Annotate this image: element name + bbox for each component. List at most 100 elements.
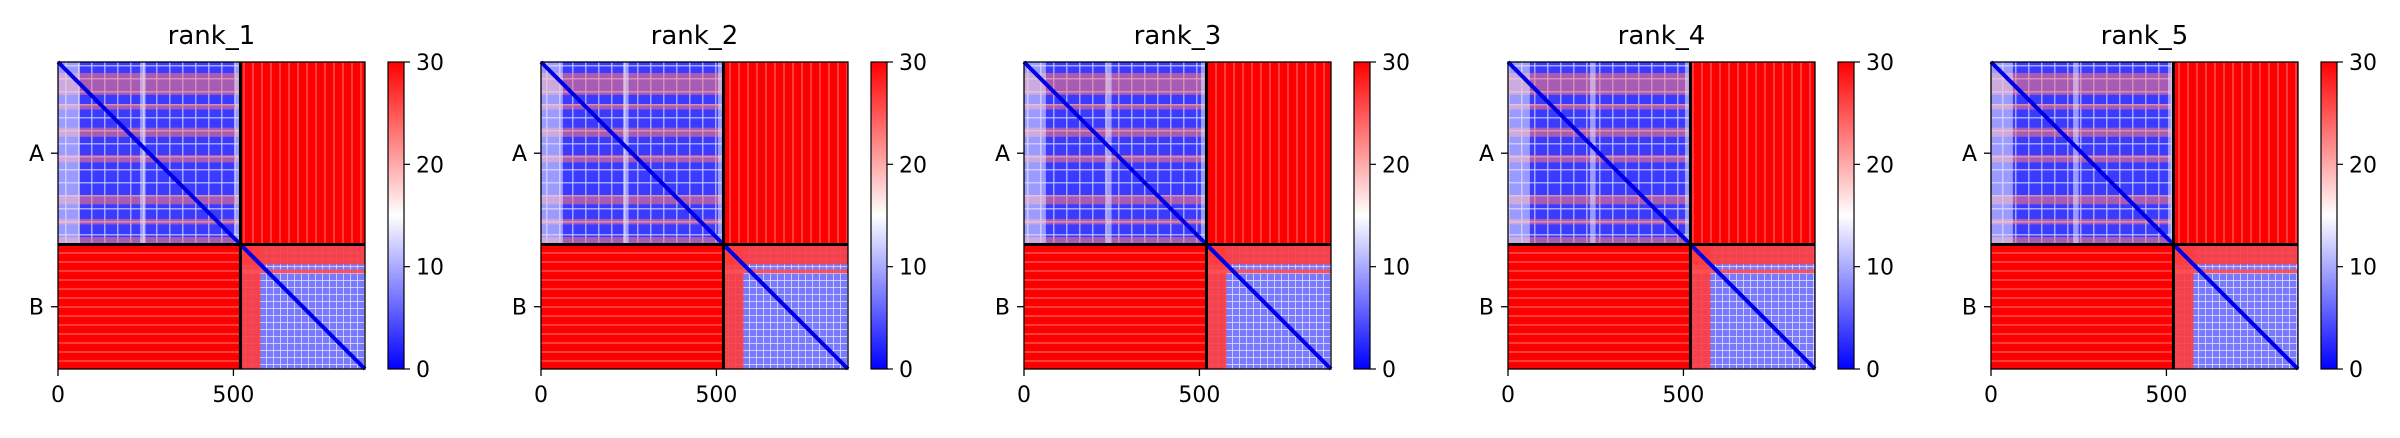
chain-A-stripe	[541, 155, 724, 163]
chain-A-column	[1106, 62, 1112, 245]
block-B-A	[1024, 244, 1207, 369]
chain-A-diagonal	[1989, 60, 2175, 246]
axes-frame	[57, 61, 366, 370]
chain-A-column	[140, 62, 146, 245]
chain-A-column	[717, 62, 724, 245]
panel-title: rank_5	[2101, 21, 2189, 51]
colorbar-tick-label: 20	[416, 153, 444, 178]
x-tick-label: 500	[1178, 383, 1220, 408]
block-B-A	[541, 244, 724, 369]
chain-A-stripe	[1024, 103, 1207, 110]
chain-B-stripe	[1690, 269, 1815, 274]
chain-A-column	[1508, 62, 1530, 245]
y-tick-label: A	[1479, 142, 1494, 167]
colorbar-tick-label: 0	[416, 358, 430, 383]
chain-B-left-stripe	[1206, 244, 1227, 369]
y-tick-label: B	[1479, 296, 1494, 321]
chain-A-stripe	[1024, 218, 1207, 225]
chain-B-diagonal	[239, 243, 367, 371]
chain-A-stripe	[1024, 127, 1207, 137]
chain-B-top-stripe	[240, 244, 365, 265]
colorbar-frame	[1353, 61, 1371, 370]
colorbar-frame	[387, 61, 405, 370]
colorbar-tick-label: 0	[899, 358, 913, 383]
chain-A-column	[1991, 62, 2013, 245]
chain-A-stripe	[1508, 237, 1691, 245]
chain-A-column	[1590, 62, 1596, 245]
y-tick-label: A	[512, 142, 527, 167]
block-A-B	[240, 62, 365, 245]
chain-A-diagonal	[539, 60, 725, 246]
x-tick-label: 0	[1501, 383, 1515, 408]
chain-A-column	[541, 62, 563, 245]
colorbar-tick-label: 10	[416, 256, 444, 281]
chain-B-left-stripe	[240, 244, 261, 369]
chain-B-diagonal	[1205, 243, 1333, 371]
chain-A-stripe	[1991, 103, 2174, 110]
chain-A-diagonal	[1506, 60, 1692, 246]
colorbar-tick-label: 30	[2349, 51, 2377, 76]
y-tick-label: A	[1962, 142, 1977, 167]
chain-A-column	[1684, 62, 1691, 245]
chain-A-stripe	[58, 127, 241, 137]
colorbar-tick-label: 30	[416, 51, 444, 76]
y-tick-label: A	[29, 142, 44, 167]
chain-A-column	[234, 62, 241, 245]
colorbar-tick-label: 10	[1382, 256, 1410, 281]
x-tick-label: 0	[1984, 383, 1998, 408]
chain-B-diagonal	[1689, 243, 1817, 371]
panel-title: rank_1	[168, 21, 256, 51]
chain-A-diagonal	[56, 60, 242, 246]
chain-B-diagonal	[2172, 243, 2300, 371]
chain-B-stripe	[1206, 269, 1331, 274]
chain-B-top-stripe	[723, 244, 848, 265]
chain-B-stripe	[240, 269, 365, 274]
heatmap-panel-4: rank_4 A B 0 500 0 10 20 30	[1479, 21, 1894, 408]
x-tick-label: 500	[212, 383, 254, 408]
colorbar	[871, 62, 887, 369]
chain-A-stripe	[541, 218, 724, 225]
heatmap-panel-3: rank_3 A B 0 500 0 10 20 30	[995, 21, 1410, 408]
x-tick-label: 500	[695, 383, 737, 408]
chain-A-diagonal	[1022, 60, 1208, 246]
x-tick-label: 500	[2145, 383, 2187, 408]
chain-A-stripe	[1024, 72, 1207, 95]
block-A-B	[1206, 62, 1331, 245]
axes-frame	[540, 61, 849, 370]
colorbar-tick-label: 30	[1382, 51, 1410, 76]
heatmap-panel-5: rank_5 A B 0 500 0 10 20 30	[1962, 21, 2377, 408]
colorbar-tick-label: 20	[899, 153, 927, 178]
chain-B-stripe	[723, 269, 848, 274]
chain-A-stripe	[541, 127, 724, 137]
x-tick-label: 0	[1017, 383, 1031, 408]
chain-A-column	[1200, 62, 1207, 245]
block-A-B	[1690, 62, 1815, 245]
chain-A-stripe	[541, 195, 724, 205]
axes-frame	[1990, 61, 2299, 370]
colorbar-tick-label: 10	[2349, 256, 2377, 281]
colorbar-tick-label: 20	[1382, 153, 1410, 178]
chain-A-stripe	[541, 103, 724, 110]
chain-A-stripe	[1991, 237, 2174, 245]
panel-title: rank_4	[1618, 21, 1706, 51]
chain-A-stripe	[1024, 155, 1207, 163]
chain-A-stripe	[1024, 237, 1207, 245]
axes-frame	[1507, 61, 1816, 370]
colorbar-tick-label: 20	[1866, 153, 1894, 178]
chain-A-stripe	[1991, 127, 2174, 137]
colorbar	[388, 62, 404, 369]
y-tick-label: A	[995, 142, 1010, 167]
chain-A-stripe	[1508, 155, 1691, 163]
chain-A-stripe	[58, 155, 241, 163]
chain-A-stripe	[58, 237, 241, 245]
chain-B-left-stripe	[723, 244, 744, 369]
colorbar-tick-label: 30	[1866, 51, 1894, 76]
chain-A-column	[58, 62, 80, 245]
y-tick-label: B	[512, 296, 527, 321]
chain-A-stripe	[1508, 127, 1691, 137]
chain-A-stripe	[1508, 72, 1691, 95]
chain-B-top-stripe	[2173, 244, 2298, 265]
chain-A-stripe	[1508, 218, 1691, 225]
colorbar-tick-label: 0	[1866, 358, 1880, 383]
colorbar-tick-label: 10	[899, 256, 927, 281]
